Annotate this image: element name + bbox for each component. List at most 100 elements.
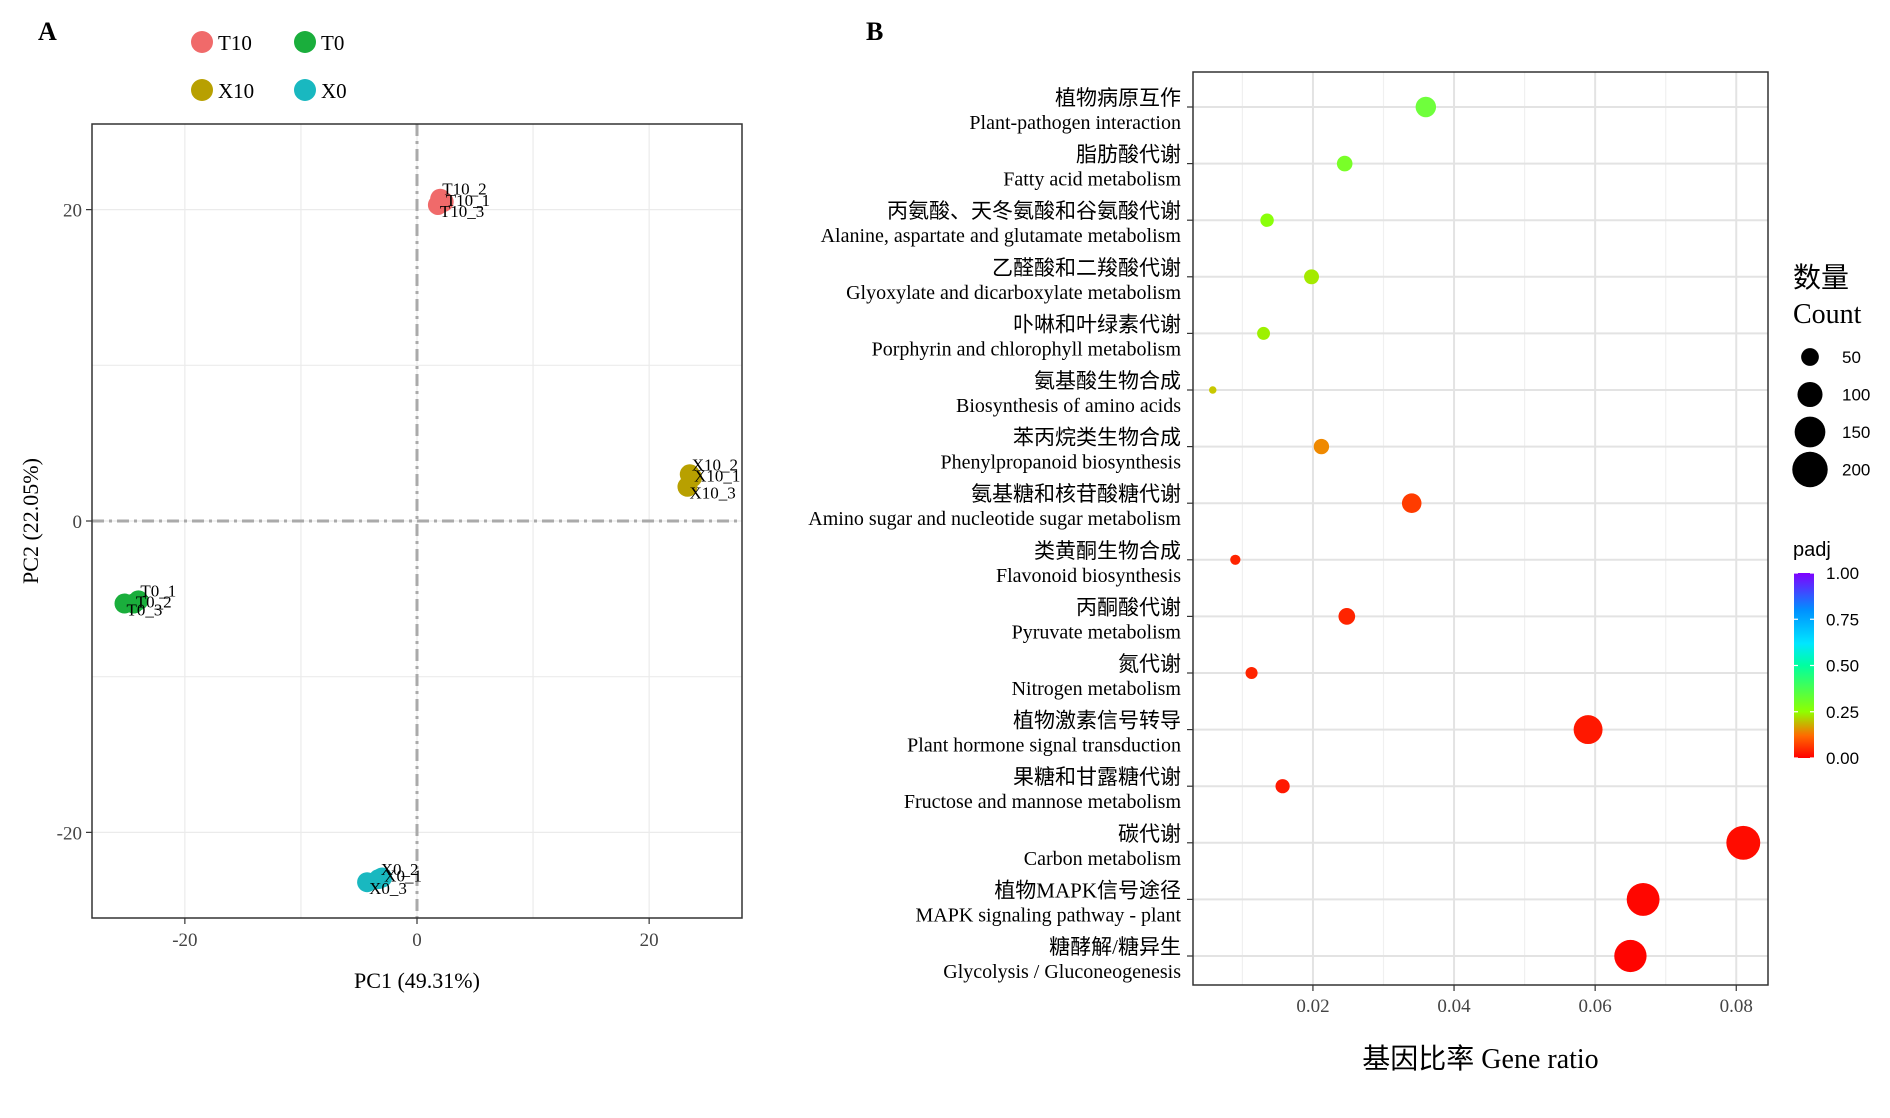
- pathway-label-cn: 脂肪酸代谢: [1076, 143, 1181, 167]
- pathway-label-en: Carbon metabolism: [1024, 848, 1182, 870]
- size-legend-dot: [1792, 451, 1828, 488]
- pathway-point: [1245, 666, 1258, 680]
- x-tick-label: 0.02: [1296, 996, 1329, 1017]
- pathway-point: [1230, 554, 1241, 565]
- pathway-label-cn: 碳代谢: [1118, 822, 1181, 846]
- y-tick-label: 0: [73, 512, 83, 533]
- enrichment-x-axis-label: 基因比率 Gene ratio: [1362, 1043, 1598, 1075]
- legend-label-x0: X0: [321, 79, 347, 103]
- pathway-label-en: Pyruvate metabolism: [1012, 621, 1182, 643]
- pca-points: [114, 188, 703, 893]
- pathway-label-en: MAPK signaling pathway - plant: [915, 904, 1181, 926]
- pca-point-x10-3: [677, 476, 698, 497]
- pca-point-label: T0_1: [140, 581, 176, 600]
- pathway-label-en: Fatty acid metabolism: [1003, 169, 1181, 191]
- pathway-label-en: Plant hormone signal transduction: [907, 735, 1181, 757]
- colorbar-label: 1.00: [1826, 564, 1859, 583]
- x-tick-label: 0: [412, 930, 422, 951]
- pca-point-label: T10_3: [440, 202, 484, 221]
- pathway-label-cn: 氨基酸生物合成: [1034, 369, 1181, 393]
- color-legend-title: padj: [1793, 539, 1831, 561]
- pathway-label-cn: 植物激素信号转导: [1013, 709, 1181, 733]
- pathway-point: [1257, 326, 1271, 340]
- pca-reference-lines: [92, 124, 742, 918]
- pathway-label-en: Biosynthesis of amino acids: [956, 395, 1181, 417]
- size-legend-label: 150: [1842, 423, 1870, 442]
- pathway-label-cn: 苯丙烷类生物合成: [1013, 426, 1181, 450]
- panel-b-label: B: [866, 17, 883, 46]
- size-legend-label: 100: [1842, 386, 1870, 405]
- pca-point-label: X10_2: [692, 455, 738, 474]
- colorbar-label: 0.75: [1826, 610, 1859, 629]
- pathway-label-cn: 类黄酮生物合成: [1034, 539, 1181, 563]
- padj-colorbar: [1794, 573, 1814, 758]
- pathway-point: [1338, 608, 1356, 625]
- pathway-label-en: Glycolysis / Gluconeogenesis: [943, 961, 1181, 983]
- size-legend-dot: [1794, 416, 1826, 448]
- pathway-label-en: Alanine, aspartate and glutamate metabol…: [821, 225, 1182, 247]
- pathway-label-en: Plant-pathogen interaction: [969, 112, 1181, 134]
- legend-swatch-x0: [294, 79, 316, 101]
- enrichment-x-ticks: 0.02 0.04 0.06 0.08: [1296, 985, 1753, 1017]
- pca-x-axis-label: PC1 (49.31%): [354, 968, 480, 993]
- colorbar-label: 0.00: [1826, 749, 1859, 768]
- pca-point-label: X0_2: [381, 860, 419, 879]
- pathway-point: [1401, 493, 1422, 513]
- x-tick-label: -20: [172, 930, 197, 951]
- pathway-point: [1313, 438, 1330, 455]
- pca-point-label: X0_1: [384, 867, 422, 886]
- legend-swatch-x10: [191, 79, 213, 101]
- pathway-label-en: Nitrogen metabolism: [1012, 678, 1182, 700]
- pathway-label-en: Fructose and mannose metabolism: [904, 791, 1182, 813]
- pathway-point: [1260, 213, 1274, 227]
- pca-point-label: T0_3: [127, 601, 163, 620]
- size-legend-label: 200: [1842, 461, 1870, 480]
- pathway-label-en: Flavonoid biosynthesis: [996, 565, 1181, 587]
- pca-point-x0-3: [357, 872, 378, 893]
- pca-point-label: T10_2: [442, 180, 486, 199]
- x-tick-label: 0.08: [1720, 996, 1753, 1017]
- x-tick-label: 0.04: [1437, 996, 1471, 1017]
- pathway-label-cn: 果糖和甘露糖代谢: [1013, 765, 1181, 789]
- pathway-label-cn: 植物病原互作: [1055, 86, 1181, 110]
- pathway-point: [1336, 155, 1353, 172]
- x-tick-label: 0.06: [1579, 996, 1612, 1017]
- pathway-point: [1726, 825, 1761, 860]
- pathway-point: [1415, 96, 1437, 118]
- pathway-label-cn: 氮代谢: [1118, 652, 1181, 676]
- pca-point-label: X10_1: [694, 466, 740, 485]
- pathway-point: [1304, 269, 1319, 285]
- pathway-label-cn: 氨基糖和核苷酸糖代谢: [971, 482, 1181, 506]
- pca-legend: T10 T0 X10 X0: [191, 31, 347, 103]
- size-legend-dot: [1797, 381, 1823, 408]
- pathway-point: [1209, 386, 1217, 394]
- pca-point-t0-3: [114, 593, 135, 614]
- panel-a-label: A: [38, 17, 57, 46]
- legend-swatch-t10: [191, 31, 213, 53]
- pathway-point: [1573, 715, 1603, 745]
- pathway-label-cn: 乙醛酸和二羧酸代谢: [992, 256, 1181, 280]
- pca-point-label: T10_1: [446, 191, 490, 210]
- pathway-label-cn: 植物MAPK信号途径: [994, 878, 1181, 902]
- pathway-point: [1626, 882, 1660, 916]
- padj-color-legend: padj 0.00 0.25 0.50 0.75 1.00: [1793, 539, 1859, 768]
- pathway-label-en: Phenylpropanoid biosynthesis: [940, 452, 1181, 474]
- enrichment-points: [1209, 96, 1761, 973]
- pca-y-axis-label: PC2 (22.05%): [18, 458, 43, 584]
- enrichment-grid: [1193, 72, 1768, 985]
- pathway-point: [1275, 779, 1290, 794]
- pathway-label-en: Porphyrin and chlorophyll metabolism: [872, 338, 1182, 360]
- pathway-label-en: Glyoxylate and dicarboxylate metabolism: [846, 282, 1181, 304]
- y-tick-label: -20: [57, 823, 82, 844]
- pca-point-label: T0_2: [136, 593, 172, 612]
- pathway-label-cn: 丙酮酸代谢: [1076, 595, 1181, 619]
- pca-point-label: X0_3: [369, 879, 407, 898]
- size-legend-title-en: Count: [1793, 299, 1862, 330]
- legend-label-t0: T0: [321, 31, 344, 55]
- pathway-label-cn: 丙氨酸、天冬氨酸和谷氨酸代谢: [887, 199, 1181, 223]
- pca-point-t10-3: [427, 194, 448, 215]
- pca-point-label: X10_3: [689, 484, 735, 503]
- pathway-label-cn: 卟啉和叶绿素代谢: [1013, 312, 1181, 336]
